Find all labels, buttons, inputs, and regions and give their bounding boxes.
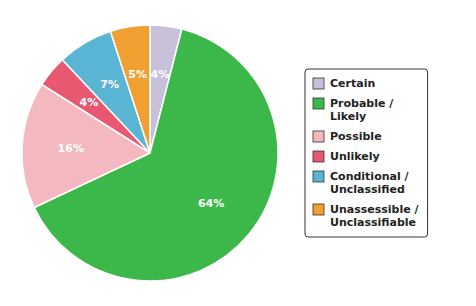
legend-label-line: Unassessible / <box>330 203 420 216</box>
legend-label-line: Unlikely <box>330 150 380 163</box>
data-labels: 4%64%16%4%7%5% <box>58 68 225 210</box>
legend-swatch <box>313 171 324 182</box>
legend: Certain Probable /Likely Possible Unlikely C… <box>305 69 428 237</box>
legend-label-line: Certain <box>330 77 375 90</box>
legend-label-line: Conditional / <box>330 170 410 183</box>
legend-label-line: Unclassifiable <box>330 216 416 229</box>
legend-swatch <box>313 151 324 162</box>
data-label: 64% <box>198 197 224 210</box>
legend-swatch <box>313 78 324 89</box>
legend-swatch <box>313 131 324 142</box>
legend-label-line: Probable / <box>330 97 394 110</box>
legend-swatch <box>313 204 324 215</box>
legend-label: Conditional /Unclassified <box>330 170 410 196</box>
data-label: 16% <box>58 142 84 155</box>
chart-container: 4%64%16%4%7%5%CertainProbable /LikelyPos… <box>0 0 476 306</box>
data-label: 5% <box>128 68 147 81</box>
legend-label-line: Likely <box>330 110 366 123</box>
legend-swatch <box>313 98 324 109</box>
legend-label: Certain <box>330 77 375 90</box>
chart: 4%64%16%4%7%5%CertainProbable /LikelyPos… <box>0 0 476 306</box>
data-label: 4% <box>151 68 170 81</box>
data-label: 4% <box>80 96 99 109</box>
data-label: 7% <box>100 78 119 91</box>
legend-label: Probable /Likely <box>330 97 394 123</box>
legend-label-line: Unclassified <box>330 183 405 196</box>
legend-frame <box>305 69 428 237</box>
slices <box>22 25 278 281</box>
legend-label: Unlikely <box>330 150 380 163</box>
legend-label-line: Possible <box>330 130 382 143</box>
legend-label: Unassessible /Unclassifiable <box>330 203 420 229</box>
legend-label: Possible <box>330 130 382 143</box>
